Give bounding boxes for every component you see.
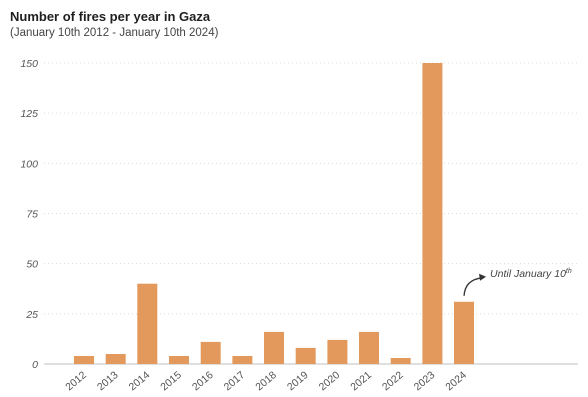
bar-2019 (295, 347, 316, 364)
x-tick-label-2019: 2019 (285, 369, 311, 393)
x-tick-label-2020: 2020 (317, 369, 343, 393)
curved-arrow-icon (463, 277, 483, 296)
x-tick-label-2024: 2024 (443, 369, 469, 393)
x-tick-label-2022: 2022 (380, 369, 406, 393)
y-tick-labels: 0 25 50 75 100 125 150 (20, 58, 38, 371)
bar-2021 (359, 331, 379, 364)
annotation-main: Until January 10 (490, 268, 566, 280)
bar-2024 (454, 301, 474, 364)
bars (74, 63, 474, 364)
annotation: Until January 10th (463, 268, 572, 296)
arrow-head-icon (479, 273, 487, 281)
bar-2015 (169, 356, 189, 364)
y-tick-label: 150 (20, 58, 38, 70)
x-tick-label-2017: 2017 (222, 369, 248, 393)
bar-2023 (422, 63, 443, 364)
x-tick-label-2016: 2016 (190, 369, 216, 393)
bar-2022 (390, 358, 411, 364)
x-tick-label-2023: 2023 (412, 369, 438, 393)
annotation-text: Until January 10th (490, 268, 572, 280)
bar-2020 (327, 339, 348, 364)
x-tick-label-2014: 2014 (127, 369, 153, 393)
bar-2012 (74, 356, 94, 364)
x-tick-label-2021: 2021 (348, 369, 374, 393)
y-tick-label: 100 (20, 158, 38, 170)
x-tick-label-2013: 2013 (95, 369, 121, 393)
x-tick-label-2012: 2012 (63, 369, 89, 393)
chart-title: Number of fires per year in Gaza (10, 9, 211, 24)
x-tick-label-2018: 2018 (253, 369, 279, 393)
bar-2016 (200, 341, 221, 364)
chart-subtitle: (January 10th 2012 - January 10th 2024) (10, 27, 219, 39)
bar-2018 (264, 331, 284, 364)
annotation-superscript: th (566, 268, 572, 275)
y-tick-label: 0 (32, 359, 38, 371)
x-tick-labels: 2012 2013 2014 2015 2016 2017 2018 2019 2020 2021… (63, 369, 469, 393)
gridlines (44, 62, 578, 315)
bar-2017 (232, 356, 253, 364)
x-tick-label-2015: 2015 (158, 369, 184, 393)
bar-2014 (137, 283, 158, 364)
y-tick-label: 50 (26, 259, 38, 271)
y-tick-label: 75 (26, 209, 38, 221)
y-tick-label: 25 (25, 309, 38, 321)
y-tick-label: 125 (20, 108, 38, 120)
bar-2013 (105, 354, 126, 364)
